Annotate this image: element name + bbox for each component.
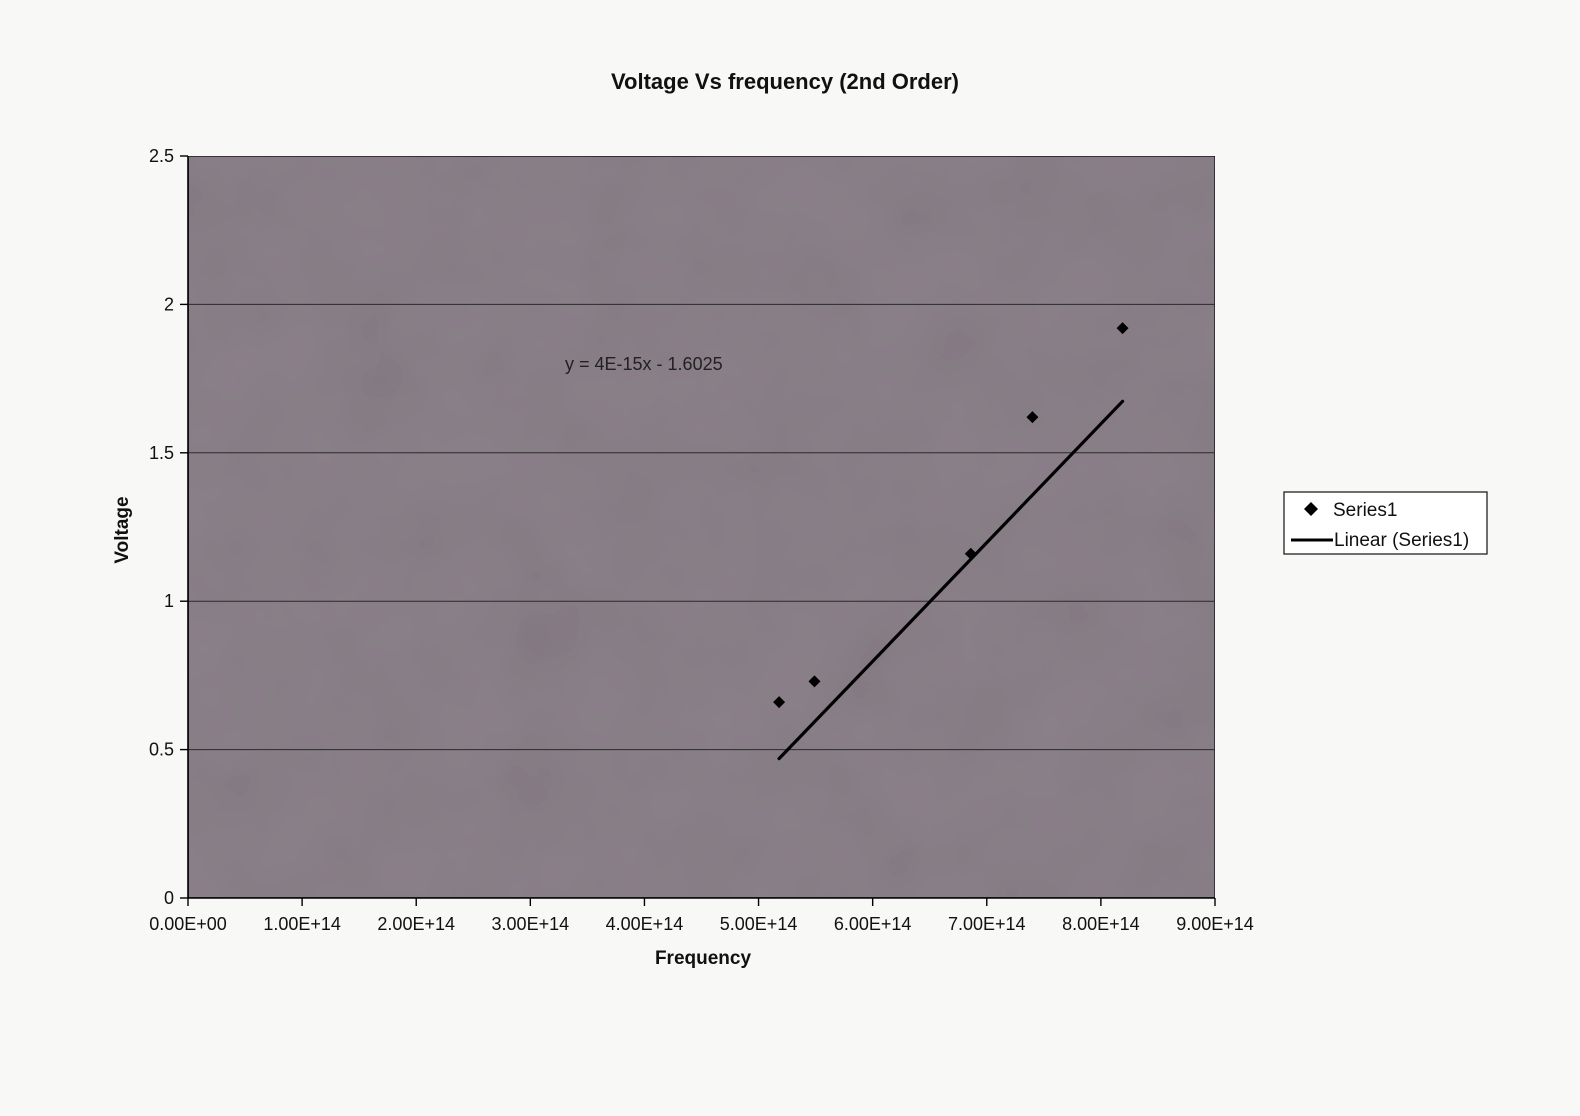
- y-axis-ticks: 0 0.5 1 1.5 2 2.5: [149, 146, 188, 908]
- trendline-equation: y = 4E-15x - 1.6025: [565, 354, 723, 374]
- x-axis-ticks: 0.00E+00 1.00E+14 2.00E+14 3.00E+14 4.00E+14…: [149, 898, 1254, 934]
- data-point: [808, 675, 821, 688]
- x-tick-label: 5.00E+14: [720, 914, 798, 934]
- data-point: [1116, 322, 1129, 335]
- x-tick-label: 1.00E+14: [263, 914, 341, 934]
- legend-label-series1: Series1: [1333, 500, 1397, 521]
- legend-marker-series1: [1304, 502, 1318, 516]
- x-tick-label: 9.00E+14: [1176, 914, 1254, 934]
- gridlines: [188, 303, 1215, 751]
- legend-box: [1283, 491, 1488, 555]
- series1-points: [773, 322, 1129, 709]
- x-tick-label: 8.00E+14: [1062, 914, 1140, 934]
- data-point: [964, 547, 977, 560]
- y-tick-label: 0.5: [149, 740, 174, 760]
- x-tick-label: 4.00E+14: [606, 914, 684, 934]
- data-point: [773, 696, 786, 709]
- y-tick-label: 2.5: [149, 146, 174, 166]
- x-tick-label: 0.00E+00: [149, 914, 227, 934]
- x-tick-label: 3.00E+14: [492, 914, 570, 934]
- chart-title: Voltage Vs frequency (2nd Order): [611, 69, 959, 94]
- y-tick-label: 1.5: [149, 443, 174, 463]
- x-axis-title: Frequency: [655, 948, 752, 969]
- y-tick-label: 1: [164, 591, 174, 611]
- x-tick-label: 6.00E+14: [834, 914, 912, 934]
- axes: [187, 156, 1215, 899]
- y-tick-label: 0: [164, 888, 174, 908]
- legend-label-trendline: Linear (Series1): [1334, 530, 1469, 551]
- y-axis-title: Voltage: [112, 496, 133, 563]
- y-tick-label: 2: [164, 294, 174, 314]
- legend: Series1 Linear (Series1): [1283, 491, 1488, 555]
- plot-area: [187, 155, 1216, 899]
- x-tick-label: 7.00E+14: [948, 914, 1026, 934]
- data-point: [1026, 411, 1039, 424]
- trendline-line: [777, 399, 1125, 761]
- x-tick-label: 2.00E+14: [377, 914, 455, 934]
- trendline: [777, 399, 1125, 761]
